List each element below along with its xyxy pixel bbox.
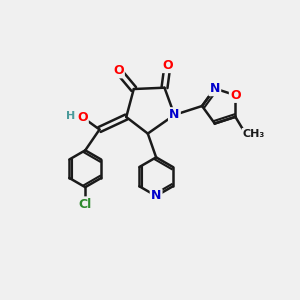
Text: N: N [151, 190, 161, 202]
Text: O: O [77, 110, 88, 124]
Text: Cl: Cl [79, 198, 92, 211]
Text: O: O [113, 64, 124, 77]
Text: CH₃: CH₃ [243, 129, 265, 139]
Text: N: N [169, 108, 180, 122]
Text: N: N [210, 82, 220, 95]
Text: O: O [162, 59, 173, 72]
Text: H: H [66, 110, 75, 121]
Text: O: O [230, 89, 241, 102]
